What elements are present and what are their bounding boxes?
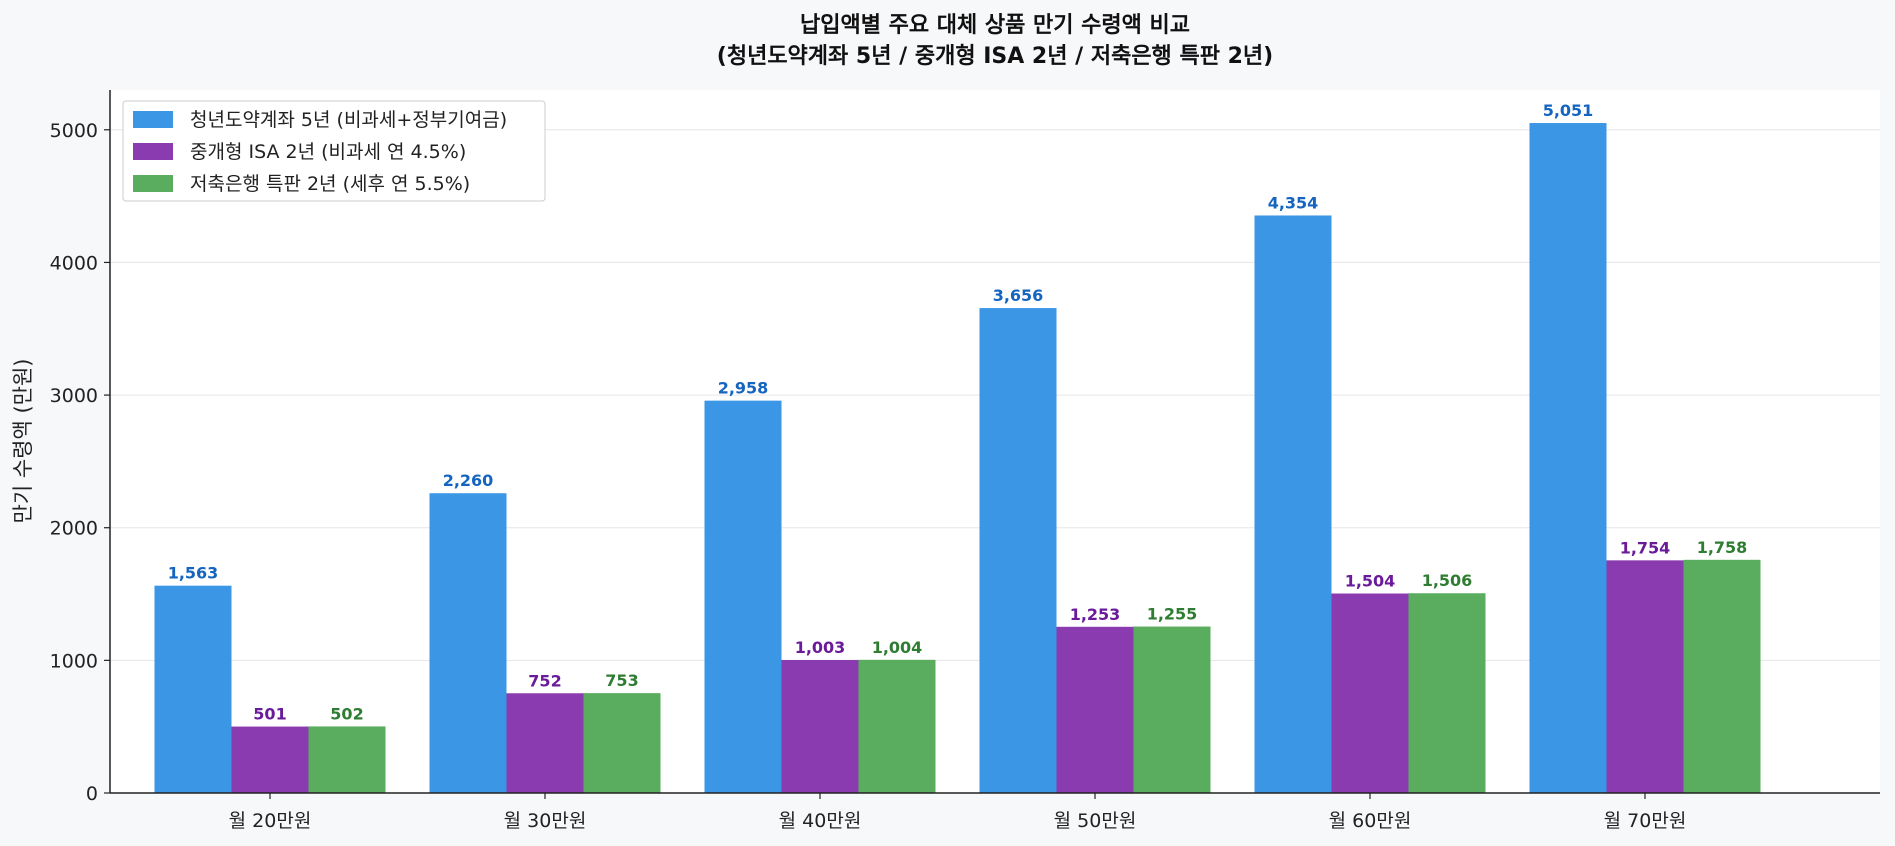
bar [308,726,386,793]
bar [781,659,859,793]
bar-value-label: 752 [528,671,561,690]
legend-items: 청년도약계좌 5년 (비과세+정부기여금) 중개형 ISA 2년 (비과세 연 4… [133,109,507,195]
bar-value-label: 1,253 [1070,605,1121,624]
axes [109,90,1880,794]
bar-value-label: 1,506 [1422,571,1473,590]
bar [1683,559,1761,793]
bar-value-label: 1,003 [795,638,846,657]
bar-value-label: 4,354 [1268,193,1319,212]
bar [1606,560,1684,793]
chart-subtitle: (청년도약계좌 5년 / 중개형 ISA 2년 / 저축은행 특판 2년) [717,44,1273,69]
legend-label: 중개형 ISA 2년 (비과세 연 4.5%) [190,141,466,163]
x-tick-label: 월 30만원 [504,810,587,832]
bar-value-label: 1,255 [1147,605,1198,624]
y-tick-label: 3000 [50,385,98,407]
bar [429,493,507,793]
bar-value-label: 502 [330,704,363,723]
bar-value-label: 1,504 [1345,572,1396,591]
legend-label: 청년도약계좌 5년 (비과세+정부기여금) [190,109,507,131]
bar-value-label: 1,758 [1697,538,1748,557]
bars [154,123,1761,794]
bar-value-label: 5,051 [1543,101,1594,120]
bar [583,693,661,793]
x-tick-label: 월 70만원 [1604,810,1687,832]
bar-value-label: 501 [253,705,286,724]
y-axis-label: 만기 수령액 (만원) [11,359,35,524]
bar [1331,593,1409,793]
y-tick-label: 0 [86,783,98,805]
x-tick-label: 월 40만원 [779,810,862,832]
legend-box [122,100,546,202]
bar [154,585,232,793]
bar-value-label: 1,754 [1620,538,1671,557]
y-tick-label: 5000 [50,120,98,142]
value-labels: 1,563 501 502 2,260 752 753 2,958 1,003 1,004 3,6… [168,101,1748,724]
y-tick-label: 1000 [50,650,98,672]
legend-swatch [133,111,173,128]
bar-value-label: 2,958 [718,379,769,398]
bar [1056,626,1134,793]
bar [231,726,309,793]
bar [1529,123,1607,794]
bar-value-label: 3,656 [993,286,1044,305]
legend-label: 저축은행 특판 2년 (세후 연 5.5%) [190,173,470,195]
bar-value-label: 1,563 [168,564,219,583]
x-tick-label: 월 20만원 [229,810,312,832]
x-tick-label: 월 60만원 [1329,810,1412,832]
bar [1133,626,1211,793]
bar-value-label: 753 [605,671,638,690]
bar-value-label: 1,004 [872,638,923,657]
bar [704,400,782,793]
x-tick-label: 월 50만원 [1054,810,1137,832]
bar [979,308,1057,793]
tick-labels: 0 1000 2000 3000 4000 5000 월 20만원 월 30만원 월 40만원 월… [50,120,1687,832]
legend-swatch [133,175,173,192]
y-tick-label: 2000 [50,518,98,540]
bar [858,659,936,793]
bar [1408,593,1486,793]
legend: 청년도약계좌 5년 (비과세+정부기여금) 중개형 ISA 2년 (비과세 연 4… [122,100,546,202]
chart-title: 납입액별 주요 대체 상품 만기 수령액 비교 [800,13,1190,38]
y-tick-label: 4000 [50,252,98,274]
legend-swatch [133,143,173,160]
bar [1254,215,1332,793]
bar-value-label: 2,260 [443,471,494,490]
bar [506,693,584,793]
